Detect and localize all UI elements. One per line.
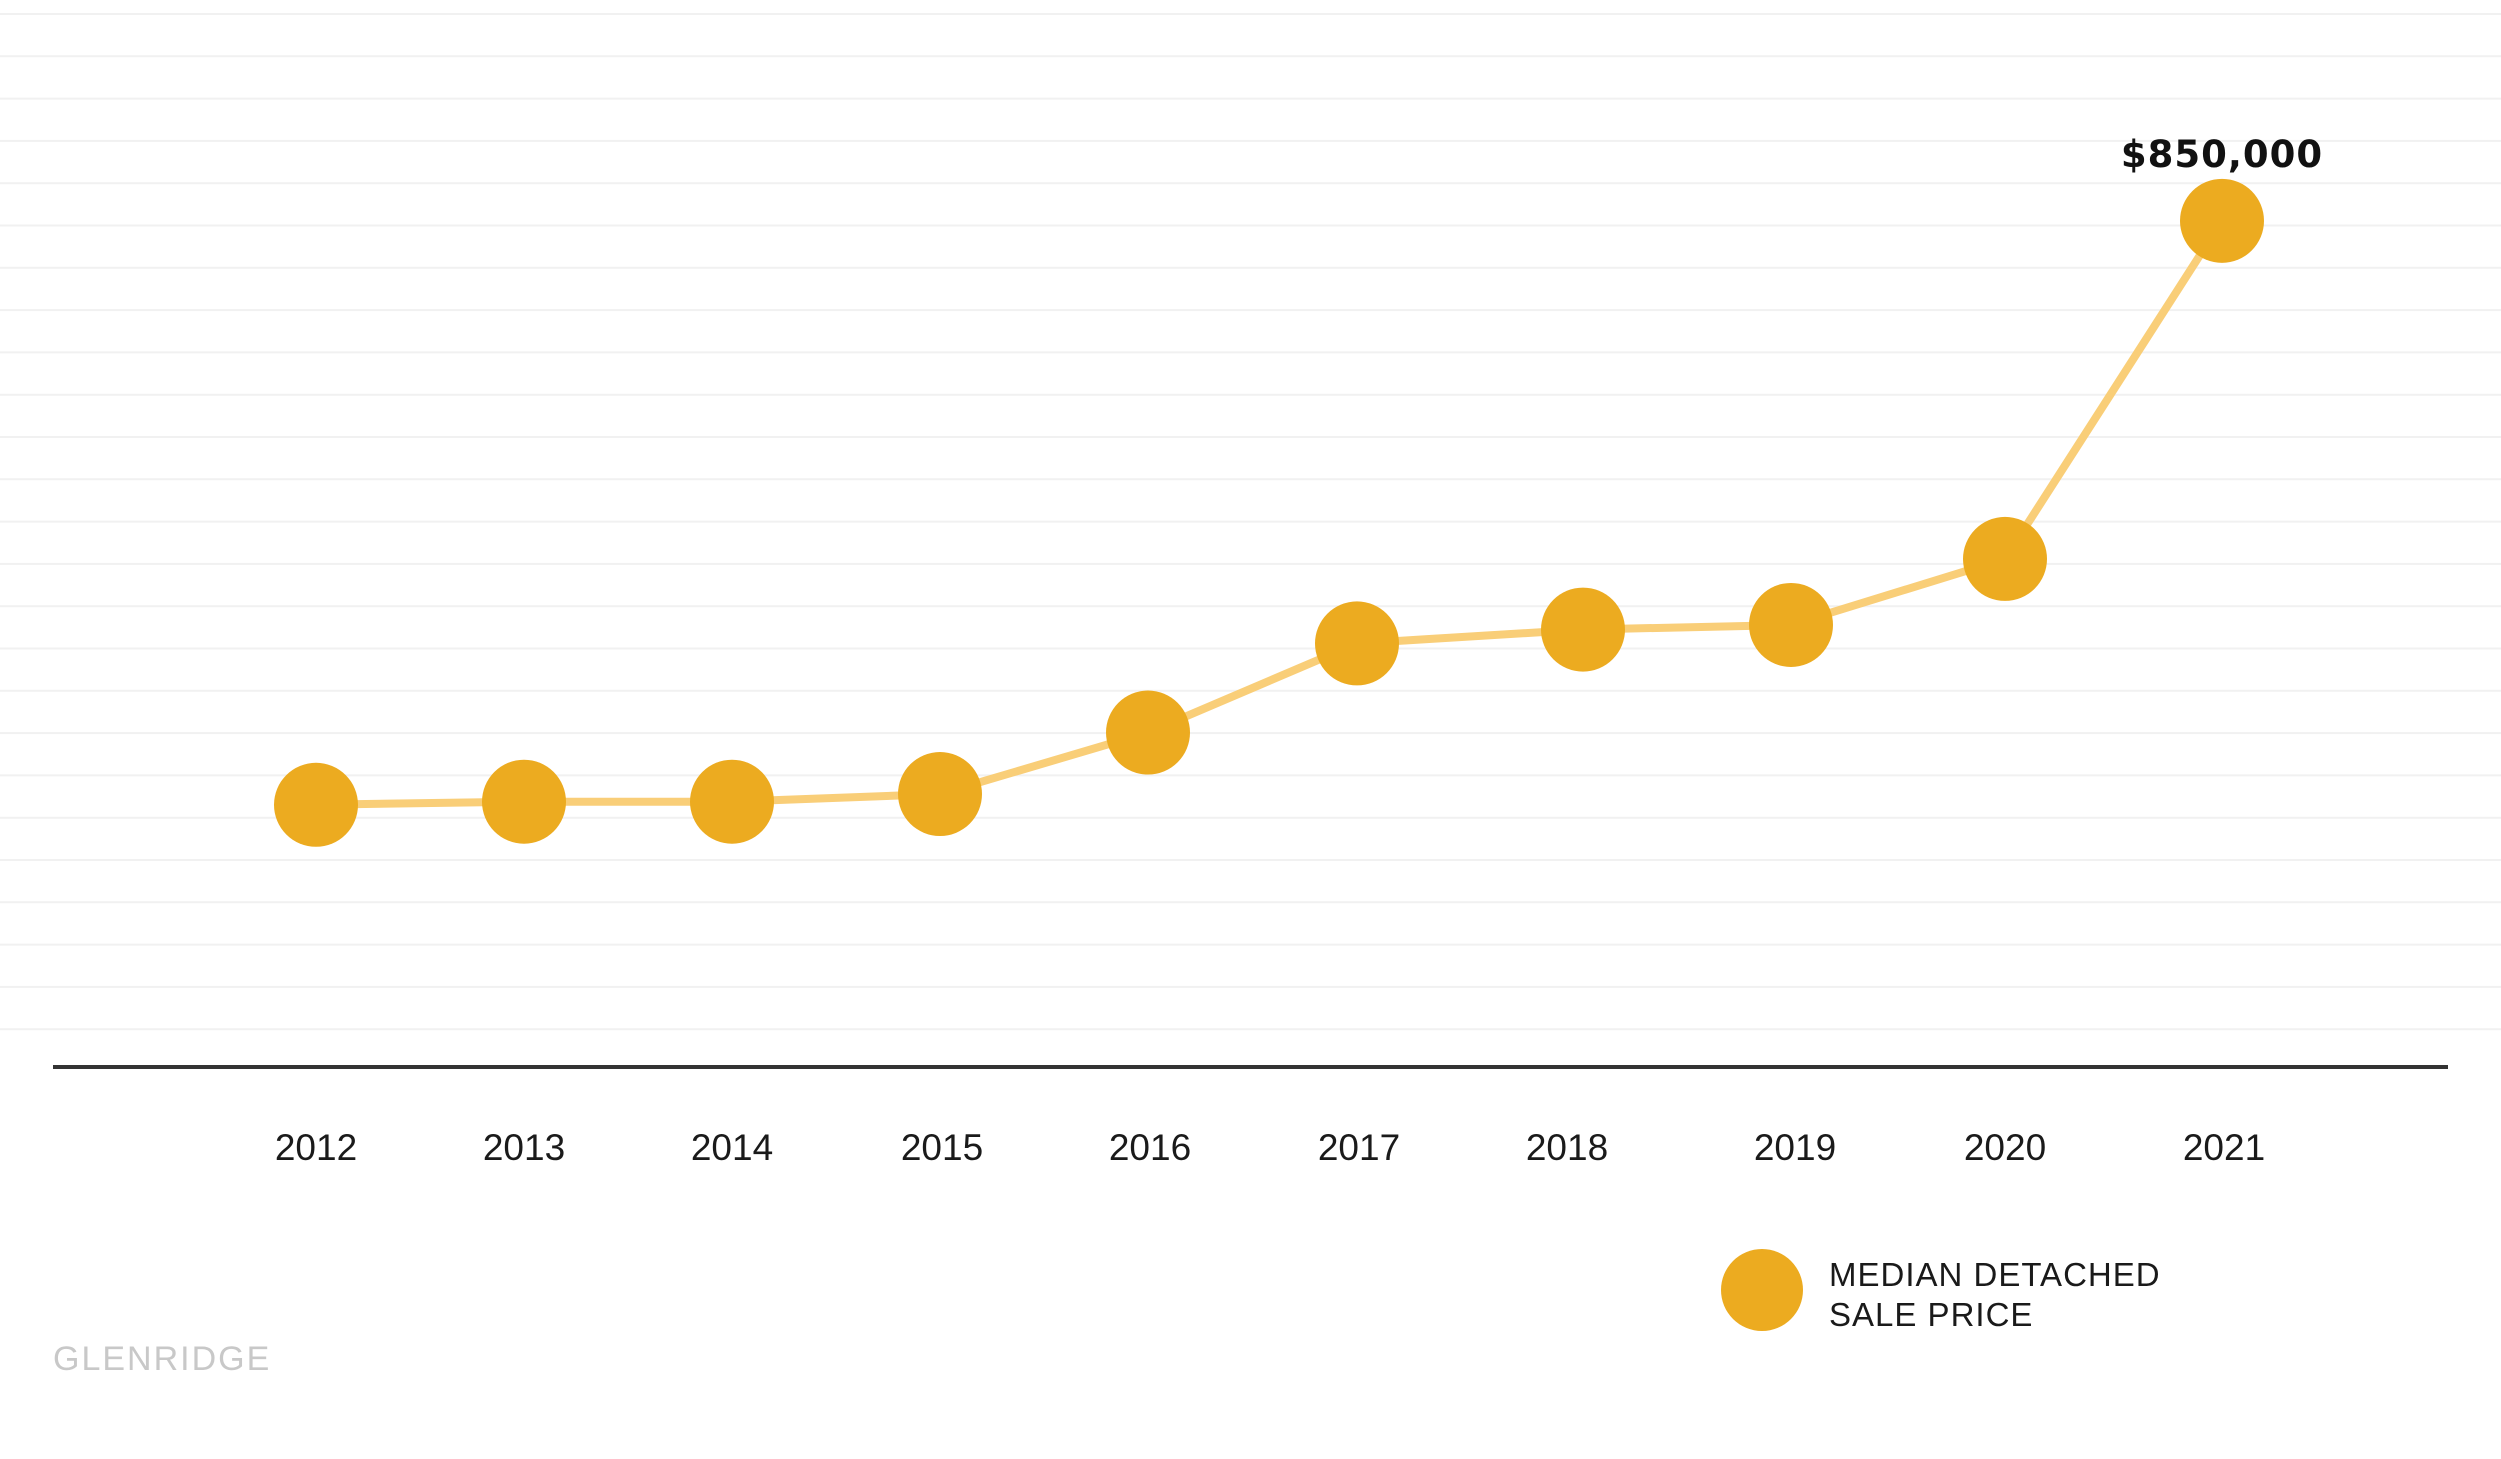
data-points xyxy=(274,178,2264,847)
data-label: $850,000 xyxy=(2121,133,2323,176)
brand-logo: GLENRIDGE xyxy=(53,1340,271,1378)
legend: MEDIAN DETACHED SALE PRICE xyxy=(1721,1249,2161,1333)
x-tick-label: 2012 xyxy=(275,1127,357,1168)
x-tick-labels: 2012 2013 2014 2015 2016 2017 2018 2019 2020 2021 xyxy=(275,1127,2265,1168)
series-line xyxy=(312,216,2226,809)
gridlines xyxy=(0,13,2501,1031)
legend-label-line1: MEDIAN DETACHED xyxy=(1829,1256,2161,1293)
x-tick-label: 2021 xyxy=(2183,1127,2265,1168)
x-tick-label: 2015 xyxy=(901,1127,983,1168)
x-tick-label: 2016 xyxy=(1109,1127,1191,1168)
x-tick-label: 2019 xyxy=(1754,1127,1836,1168)
x-tick-label: 2017 xyxy=(1318,1127,1400,1168)
data-point xyxy=(1315,601,1399,686)
data-point xyxy=(1749,582,1833,667)
x-tick-label: 2013 xyxy=(483,1127,565,1168)
x-tick-label: 2014 xyxy=(691,1127,773,1168)
x-tick-label: 2020 xyxy=(1964,1127,2046,1168)
data-point xyxy=(1106,690,1190,775)
data-point xyxy=(898,752,982,837)
data-point xyxy=(2180,178,2264,263)
data-point xyxy=(274,762,358,847)
x-tick-label: 2018 xyxy=(1526,1127,1608,1168)
legend-marker xyxy=(1721,1249,1803,1331)
data-point xyxy=(1541,587,1625,672)
data-point xyxy=(482,759,566,844)
data-labels: $850,000 xyxy=(2121,133,2323,176)
data-point xyxy=(690,759,774,844)
legend-label-line2: SALE PRICE xyxy=(1829,1296,2033,1333)
data-point xyxy=(1963,516,2047,601)
